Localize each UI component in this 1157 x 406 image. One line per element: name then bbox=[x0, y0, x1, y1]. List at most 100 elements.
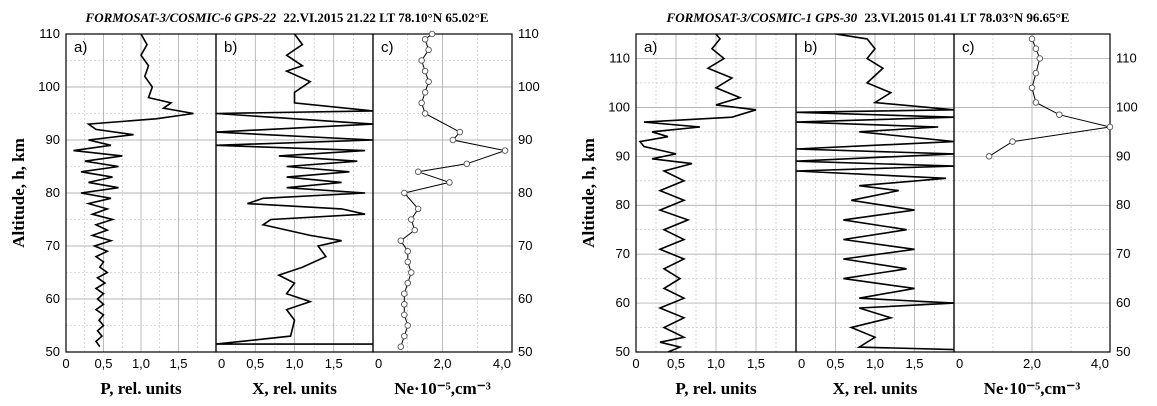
panel-3-point-10 bbox=[397, 237, 405, 244]
chart-2-ytick-4: 90 bbox=[616, 148, 630, 163]
chart-2-ytick-1: 60 bbox=[616, 295, 630, 310]
panel-1-xtick-0: 0 bbox=[632, 356, 639, 371]
panel-3-xtick-1: 2,0 bbox=[1023, 356, 1041, 371]
panel-3-right-ytick-1: 60 bbox=[518, 291, 532, 306]
panel-2-xtick-1: 0,5 bbox=[826, 356, 844, 371]
panel-1-xtick-0: 0 bbox=[62, 356, 69, 371]
panel-3-xtick-0: 0 bbox=[375, 356, 382, 371]
panel-3-xtick-2: 4,0 bbox=[1091, 356, 1109, 371]
panel-3-point-25 bbox=[421, 67, 429, 75]
panel-3-point-6 bbox=[404, 279, 412, 287]
panel-3-series-line bbox=[988, 38, 1110, 157]
panel-3-label: c) bbox=[962, 39, 975, 56]
panel-3-point-28 bbox=[421, 36, 429, 43]
panel-3-point-29 bbox=[428, 30, 436, 38]
panel-3-point-11 bbox=[411, 226, 418, 234]
panel-2-xtick-3: 1,5 bbox=[905, 356, 923, 371]
panel-3-right-ytick-6: 110 bbox=[1116, 50, 1137, 65]
chart-2-title: FORMOSAT-3/COSMIC-1 GPS-30 23.VI.2015 01… bbox=[666, 10, 1070, 25]
panel-3-right-ytick-1: 60 bbox=[1116, 295, 1130, 310]
panel-3-right-ytick-4: 90 bbox=[1116, 148, 1130, 163]
chart-1-ytick-2: 70 bbox=[46, 238, 60, 253]
panel-3-right-ytick-4: 90 bbox=[518, 132, 532, 147]
panel-1-xtick-1: 0,5 bbox=[667, 356, 685, 371]
panel-3-point-24 bbox=[425, 78, 432, 85]
panel-1-xtick-3: 1,5 bbox=[747, 356, 765, 371]
panel-3-xtick-2: 4,0 bbox=[493, 356, 511, 371]
panel-3-right-ytick-0: 50 bbox=[518, 344, 532, 359]
panel-3-point-5 bbox=[1028, 84, 1036, 92]
chart-1-ytick-1: 60 bbox=[46, 291, 60, 306]
chart-1-ylabel: Altitude, h, km bbox=[9, 138, 28, 248]
panel-3-label: c) bbox=[381, 39, 394, 56]
panel-3-point-2 bbox=[1106, 123, 1114, 131]
panel-3-xtick-0: 0 bbox=[956, 356, 963, 371]
panel-1-label: a) bbox=[74, 39, 87, 56]
chart-2-ytick-5: 100 bbox=[608, 99, 630, 114]
panel-3-point-8 bbox=[1032, 45, 1040, 52]
panel-1-xlabel: P, rel. units bbox=[675, 379, 757, 398]
panel-3-xlabel: Ne·10⁻⁵,cm⁻³ bbox=[394, 379, 491, 398]
panel-3-right-ytick-3: 80 bbox=[518, 185, 532, 200]
panel-3-point-23 bbox=[421, 89, 429, 96]
panel-3-point-0 bbox=[397, 343, 405, 350]
panel-3-point-27 bbox=[425, 46, 432, 54]
panel-3-point-7 bbox=[1036, 55, 1044, 62]
panel-2-xtick-3: 1,5 bbox=[325, 356, 343, 371]
panel-3-point-1 bbox=[401, 332, 408, 340]
panel-3-point-2 bbox=[404, 322, 412, 329]
panel-3-point-17 bbox=[463, 160, 471, 168]
panel-3-series-line bbox=[400, 34, 507, 347]
chart-2-panel-1: a) 0 0,5 1,0 1,5 P, rel. units bbox=[632, 33, 797, 398]
panel-3-point-5 bbox=[401, 290, 408, 297]
chart-1-ytick-0: 50 bbox=[46, 344, 60, 359]
panel-3-point-4 bbox=[401, 301, 408, 308]
chart-1-title: FORMOSAT-3/COSMIC-6 GPS-22 22.VI.2015 21… bbox=[85, 10, 489, 25]
panel-3-point-1 bbox=[1009, 138, 1016, 145]
panel-2-xtick-0: 0 bbox=[798, 356, 805, 371]
chart-1-title-italic: FORMOSAT-3/COSMIC-6 GPS-22 bbox=[85, 10, 277, 25]
panel-1-xtick-2: 1,0 bbox=[132, 356, 150, 371]
panel-2-label: b) bbox=[224, 39, 237, 56]
panel-3-point-4 bbox=[1032, 99, 1040, 106]
chart-2-title-italic: FORMOSAT-3/COSMIC-1 GPS-30 bbox=[666, 10, 858, 25]
chart-1-panel-1: a) 0 0,5 1,0 1,5 P, rel. units bbox=[62, 33, 217, 398]
chart-2-ylabel: Altitude, h, km bbox=[579, 138, 598, 248]
panel-3-right-ytick-6: 110 bbox=[518, 26, 539, 41]
panel-3-point-8 bbox=[404, 258, 412, 266]
panel-3-point-3 bbox=[1056, 111, 1063, 118]
panel-3-right-ytick-5: 100 bbox=[518, 79, 540, 94]
panel-3-frame bbox=[953, 33, 1111, 353]
chart-2-ytick-3: 80 bbox=[616, 197, 630, 212]
panel-1-xtick-1: 0,5 bbox=[94, 356, 112, 371]
chart-1-ytick-3: 80 bbox=[46, 185, 60, 200]
chart-1-ytick-5: 100 bbox=[38, 79, 60, 94]
panel-3-point-21 bbox=[421, 110, 429, 117]
chart-1-panel-3: c) 0 2,0 4,0Ne·10⁻⁵,cm⁻³ 50 60 70 80 90 100 110 bbox=[372, 26, 540, 398]
panel-3-right-ytick-2: 70 bbox=[1116, 246, 1130, 261]
panel-1-xtick-2: 1,0 bbox=[707, 356, 725, 371]
panel-3-point-3 bbox=[401, 311, 408, 319]
panel-1-label: a) bbox=[644, 39, 657, 56]
panel-2-label: b) bbox=[804, 39, 817, 56]
chart-2-ytick-6: 110 bbox=[609, 50, 630, 65]
chart-1-ytick-6: 110 bbox=[39, 26, 60, 41]
chart-2-ytick-0: 50 bbox=[616, 344, 630, 359]
panel-3-right-ytick-2: 70 bbox=[518, 238, 532, 253]
chart-2-panel-2: b) 0 0,5 1,0 1,5 X, rel. units bbox=[795, 33, 955, 398]
panel-3-point-7 bbox=[407, 269, 415, 276]
chart-1: Altitude, h, km 50 60 70 80 90 100 110 a) 0 0,5 1,0… bbox=[9, 26, 540, 398]
panel-3-point-0 bbox=[985, 153, 993, 160]
panel-3-point-12 bbox=[407, 216, 415, 223]
panel-3-xtick-1: 2,0 bbox=[433, 356, 451, 371]
chart-1-title-rest: 22.VI.2015 21.22 LT 78.10°N 65.02°E bbox=[283, 10, 488, 25]
panel-1-series-line bbox=[73, 34, 194, 348]
panel-3-point-14 bbox=[401, 189, 408, 197]
panel-3-point-9 bbox=[404, 248, 412, 255]
panel-3-point-6 bbox=[1032, 69, 1040, 77]
panel-3-point-22 bbox=[418, 99, 425, 107]
panel-2-series-line bbox=[216, 34, 373, 345]
chart-2-ytick-2: 70 bbox=[616, 246, 630, 261]
chart-2-panel-3: c) 0 2,0 4,0 Ne·10⁻⁵,cm⁻³ 50 60 70 80 90 100 110 bbox=[953, 33, 1138, 398]
